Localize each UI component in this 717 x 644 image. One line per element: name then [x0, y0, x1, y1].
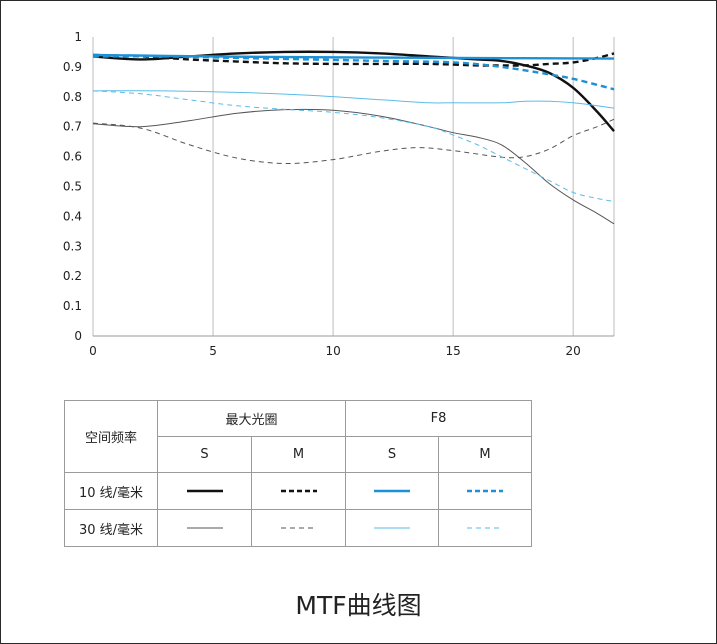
legend-col-m: M [250, 436, 347, 473]
y-tick-label: 0.6 [63, 150, 82, 164]
y-tick-label: 0.4 [63, 209, 82, 223]
y-tick-label: 0 [74, 329, 82, 343]
legend-col-m: M [438, 436, 533, 473]
series-line-lightblue-solid-thin [92, 90, 615, 109]
y-tick-label: 0.2 [63, 269, 82, 283]
legend-group-f8: F8 [345, 400, 533, 437]
legend-col-s: S [157, 436, 252, 473]
legend-cell [250, 472, 347, 510]
y-tick-label: 0.3 [63, 239, 82, 253]
chart-series [92, 50, 615, 225]
legend-sample-black-solid-thick [186, 489, 223, 493]
y-tick-label: 0.5 [63, 180, 82, 194]
figure-caption: MTF曲线图 [295, 591, 422, 620]
legend-corner-header: 空间频率 [64, 400, 158, 473]
y-tick-label: 0.1 [63, 299, 82, 313]
y-tick-label: 0.9 [63, 60, 82, 74]
legend-cell [438, 509, 533, 547]
series-line-gray-solid-thin [92, 108, 615, 225]
series-line-black-dashed-thick [92, 52, 615, 67]
y-tick-label: 1 [74, 30, 82, 44]
chart-axes: 0 5 10 15 20 0 0.1 0.2 0.3 0.4 0.5 0.6 0.7 0.8 0.9 1 [63, 30, 614, 358]
legend-cell [157, 509, 252, 547]
legend-table: 空间频率 最大光圈 F8 S M S M 10 线/毫米 30 线/毫米 [64, 400, 533, 547]
legend-sample-black-dashed-thick [280, 489, 317, 493]
legend-cell [438, 472, 533, 510]
legend-sample-gray-solid-thin [186, 527, 223, 529]
legend-cell [250, 509, 347, 547]
legend-sample-lightblue-solid-thin [374, 527, 411, 529]
legend-sample-gray-dashed-thin [280, 527, 317, 529]
legend-row-30: 30 线/毫米 [64, 509, 158, 547]
legend-row-10: 10 线/毫米 [64, 472, 158, 510]
legend-sample-blue-dashed-thick [467, 489, 504, 493]
series-line-lightblue-dashed-thin [92, 90, 615, 202]
x-tick-label: 10 [325, 344, 340, 358]
chart-grid [92, 37, 615, 336]
y-tick-label: 0.8 [63, 90, 82, 104]
legend-sample-lightblue-dashed-thin [467, 527, 504, 529]
mtf-chart: 0 5 10 15 20 0 0.1 0.2 0.3 0.4 0.5 0.6 0.7 0.8 0.9 1 [63, 30, 615, 358]
series-line-blue-dashed-thick [92, 55, 615, 91]
y-tick-label: 0.7 [63, 120, 82, 134]
x-tick-label: 0 [89, 344, 97, 358]
x-tick-label: 15 [445, 344, 460, 358]
legend-col-s: S [345, 436, 440, 473]
legend-group-max-aperture: 最大光圈 [156, 400, 347, 437]
legend-cell [345, 509, 440, 547]
x-tick-label: 5 [209, 344, 217, 358]
legend-sample-blue-solid-thick [374, 489, 411, 493]
legend-cell [345, 472, 440, 510]
x-tick-label: 20 [566, 344, 581, 358]
series-line-gray-dashed-thin [92, 118, 615, 164]
legend-cell [157, 472, 252, 510]
